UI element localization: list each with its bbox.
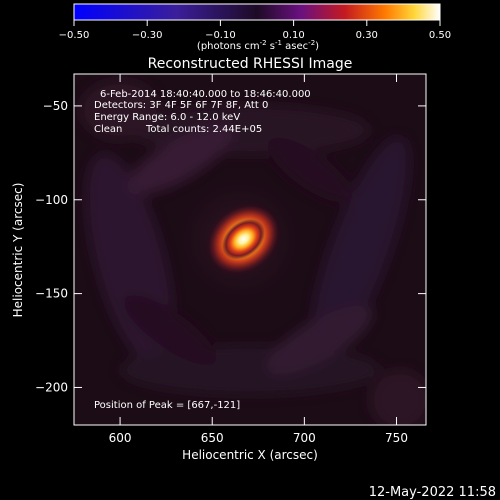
y-axis-label: Heliocentric Y (arcsec)	[11, 183, 25, 318]
y-tick-label: −150	[35, 287, 68, 301]
colorbar-tick-label: 0.30	[356, 30, 378, 41]
colorbar-ticks: −0.50 −0.30 −0.10 0.10 0.30 0.50	[59, 20, 451, 41]
annotations: 6-Feb-2014 18:40:40.000 to 18:46:40.000 …	[94, 89, 311, 411]
heatmap-image	[74, 74, 426, 425]
annotation-energy: Energy Range: 6.0 - 12.0 keV	[94, 112, 240, 123]
colorbar-gradient	[73, 3, 441, 21]
x-tick-label: 600	[109, 431, 132, 445]
peak-core	[222, 218, 265, 260]
y-tick-label: −100	[35, 193, 68, 207]
colorbar: −0.50 −0.30 −0.10 0.10 0.30 0.50 (photons cm-…	[59, 3, 451, 52]
colorbar-unit-label: (photons cm-2 s-1 asec-2)	[197, 39, 319, 52]
plot-frame	[73, 73, 427, 426]
peak-source	[208, 205, 279, 273]
x-tick-label: 700	[293, 431, 316, 445]
colorbar-tick-label: 0.50	[429, 30, 451, 41]
annotation-method: Clean	[94, 124, 122, 135]
annotation-detectors: Detectors: 3F 4F 5F 6F 7F 8F, Att 0	[94, 100, 268, 111]
y-axis-ticks: −50 −100 −150 −200	[35, 99, 426, 394]
annotation-time-range: 6-Feb-2014 18:40:40.000 to 18:46:40.000	[100, 89, 311, 100]
annotation-total-counts: Total counts: 2.44E+05	[145, 124, 262, 135]
annotation-peak: Position of Peak = [667,-121]	[94, 400, 240, 411]
x-tick-label: 750	[385, 431, 408, 445]
y-tick-label: −200	[35, 380, 68, 394]
x-tick-label: 650	[201, 431, 224, 445]
colorbar-tick-label: −0.50	[59, 30, 90, 41]
peak-layer	[208, 205, 279, 273]
colorbar-tick-label: −0.10	[205, 30, 236, 41]
y-tick-label: −50	[43, 99, 68, 113]
colorbar-tick-label: −0.30	[132, 30, 163, 41]
x-axis-label: Heliocentric X (arcsec)	[182, 448, 318, 462]
colorbar-tick-label: 0.10	[282, 30, 304, 41]
x-axis-ticks: 600 650 700 750	[109, 74, 408, 445]
chart-title: Reconstructed RHESSI Image	[148, 56, 353, 72]
timestamp: 12-May-2022 11:58	[369, 485, 496, 500]
